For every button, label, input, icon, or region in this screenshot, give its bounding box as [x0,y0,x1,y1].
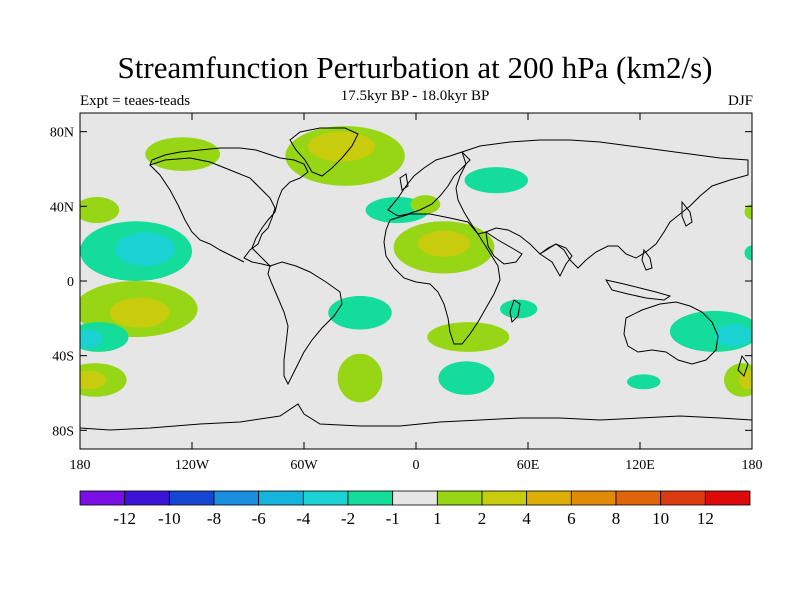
lat-tick-label: 80S [52,424,74,439]
colorbar-label: -10 [158,509,181,528]
region-nz-core [738,370,752,390]
axis-ticks: 80N 40N 0 40S 80S 180 120W 60W 0 60E 120E 180 [50,113,763,473]
lat-tick-label: 40S [52,350,74,365]
region-s-pacific-neg-core [80,329,103,349]
colorbar-label: 6 [567,509,576,528]
field-regions [80,126,752,403]
experiment-label: Expt = teaes-teads [80,93,191,109]
colorbar-label: -6 [252,509,266,528]
coast-greenland [289,127,359,177]
colorbar: -12 -10 -8 -6 -4 -2 -1 1 2 4 6 8 10 12 [79,490,751,528]
colorbar-swatch [704,490,751,506]
coast-south-america [267,261,343,386]
colorbar-swatch [436,490,483,506]
lon-tick-label: 60E [517,458,540,473]
colorbar-swatch [660,490,706,506]
coast-north-america [149,147,309,267]
lon-tick-label: 60W [290,458,318,473]
coast-new-zealand [737,354,749,377]
colorbar-label: -8 [207,509,221,528]
lon-tick-label: 180 [742,458,763,473]
coast-asia [455,139,749,269]
lon-tick-label: 180 [70,458,91,473]
colorbar-label: 1 [433,509,442,528]
coast-antarctica [80,403,752,431]
colorbar-swatch [213,490,260,506]
coast-philippines [641,248,653,271]
colorbar-swatch [481,490,528,506]
region-e-pacific-pos [744,204,752,220]
colorbar-label: -4 [296,509,311,528]
region-s-atlantic-pos [337,353,383,403]
colorbar-swatch [79,490,126,506]
region-s-africa-pos [427,322,510,352]
region-e-pacific-neg [744,245,752,261]
region-s-atlantic-neg [328,295,392,330]
colorbar-label: -12 [113,509,136,528]
lon-tick-label: 120W [175,458,210,473]
coast-africa [383,213,501,345]
colorbar-swatch [526,490,572,506]
colorbar-label: 2 [478,509,487,528]
lat-tick-label: 0 [67,275,74,290]
lon-tick-label: 120E [625,458,655,473]
coast-arabia [485,230,523,265]
coast-indonesia [604,279,672,301]
region-siberia-neg [464,167,528,194]
colorbar-swatch [615,490,662,506]
plot-subtitle: 17.5kyr BP - 18.0kyr BP [340,88,490,104]
region-greenland-inner [307,131,375,162]
colorbar-swatch [302,490,349,506]
colorbar-label: 8 [612,509,621,528]
lat-tick-label: 80N [50,126,74,141]
region-pacific-neg-core [115,232,176,267]
plot-title: Streamfunction Perturbation at 200 hPa (… [117,50,713,85]
colorbar-swatch [168,490,215,506]
region-tasman-neg [626,374,661,390]
region-australia-core [714,323,752,347]
colorbar-label: 4 [522,509,531,528]
region-na-arctic-pos [145,137,220,171]
colorbar-swatch [392,490,438,506]
colorbar-swatch [258,490,304,506]
coast-north-america-pacific [149,164,245,263]
colorbar-label: 10 [652,509,669,528]
colorbar-swatch [347,490,394,506]
coast-india [539,243,573,278]
coastlines [80,127,752,431]
region-s-pacific-core [109,297,170,328]
colorbar-label: -1 [386,509,400,528]
coast-australia [623,301,719,365]
coast-british-isles [399,173,409,191]
coast-madagascar [509,299,521,324]
lat-tick-label: 40N [50,200,74,215]
region-pacific-w-pos [80,197,120,224]
region-s-pacific-w-core [80,370,107,390]
season-label: DJF [727,93,753,109]
colorbar-label: -2 [341,509,355,528]
region-africa-core [417,230,471,257]
lon-tick-label: 0 [413,458,420,473]
region-med-pos [410,195,441,214]
colorbar-swatch [570,490,617,506]
coast-japan [681,200,693,227]
colorbar-swatch [124,490,170,506]
region-s-indian-neg [438,361,495,395]
colorbar-label: 12 [697,509,714,528]
